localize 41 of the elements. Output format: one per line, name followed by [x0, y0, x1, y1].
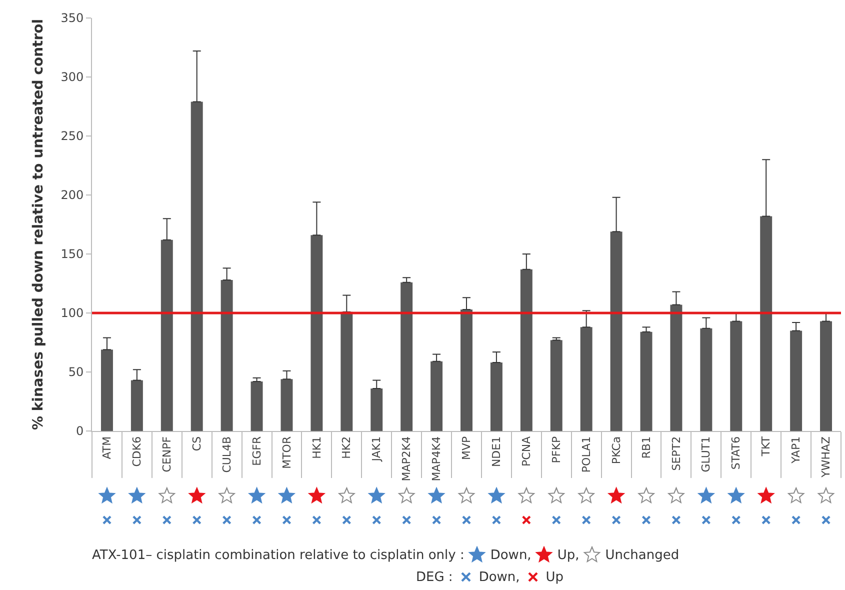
- y-tick-label: 0: [76, 424, 84, 438]
- text: Down,: [490, 548, 532, 562]
- x-tick-label: POLA1: [580, 436, 593, 473]
- x-tick-label: SEPT2: [670, 436, 683, 471]
- x-tick-label: MTOR: [280, 436, 294, 469]
- x-tick-label: HK1: [310, 436, 324, 459]
- x-tick-label: JAK1: [370, 436, 384, 462]
- x-tick-label: ATM: [100, 436, 114, 460]
- x-tick-label: CENPF: [160, 436, 174, 472]
- text: Up,: [557, 548, 580, 562]
- x-tick-label: YWHAZ: [820, 436, 833, 478]
- text: Unchanged: [605, 548, 680, 562]
- x-tick-label: PCNA: [520, 436, 533, 466]
- y-tick-label: 200: [60, 188, 84, 202]
- x-tick-label: MVP: [460, 436, 474, 460]
- x-tick-label: CS: [190, 436, 204, 452]
- x-tick-label: CDK6: [130, 436, 144, 467]
- x-tick-label: PKCa: [610, 436, 623, 464]
- x-tick-label: MAP4K4: [430, 436, 444, 482]
- y-tick-label: 100: [60, 306, 84, 320]
- x-tick-label: RB1: [640, 436, 653, 459]
- x-tick-label: TKT: [760, 436, 773, 458]
- text: ATX-101– cisplatin combination relative to cisplatin only :: [92, 548, 464, 562]
- y-axis-title: % kinases pulled down relative to untreated control: [30, 18, 46, 430]
- y-tick-label: 150: [60, 247, 84, 262]
- x-tick-label: YAP1: [790, 436, 803, 464]
- x-tick-label: MAP2K4: [400, 436, 414, 482]
- y-tick-label: 300: [60, 70, 84, 84]
- y-tick-label: 250: [60, 129, 84, 144]
- text: DEG :: [416, 570, 453, 584]
- y-tick-label: 50: [68, 365, 84, 380]
- x-tick-label: GLUT1: [700, 436, 713, 472]
- text: Up: [546, 570, 564, 584]
- x-tick-label: CUL4B: [220, 436, 234, 473]
- x-tick-label: HK2: [340, 436, 354, 459]
- y-tick-label: 350: [60, 11, 84, 26]
- x-tick-label: EGFR: [250, 436, 264, 466]
- x-tick-label: NDE1: [490, 436, 504, 468]
- x-tick-label: STAT6: [730, 436, 743, 470]
- text: Down,: [478, 570, 520, 584]
- x-tick-label: PFKP: [550, 436, 563, 464]
